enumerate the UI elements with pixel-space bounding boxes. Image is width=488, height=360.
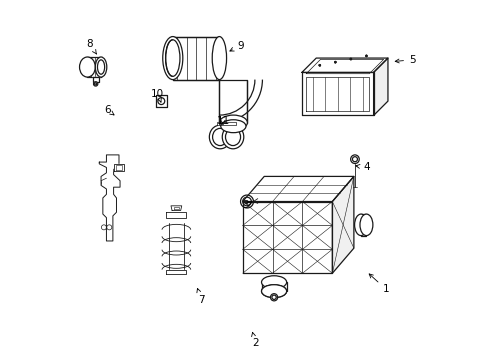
Ellipse shape [221,120,245,133]
Polygon shape [373,58,387,116]
Text: 7: 7 [197,288,204,305]
Text: 10: 10 [151,89,164,102]
Polygon shape [242,202,332,273]
Text: 9: 9 [229,41,244,51]
Ellipse shape [354,214,367,235]
Text: 8: 8 [86,39,96,54]
Ellipse shape [163,37,183,80]
Circle shape [365,55,367,57]
Text: 1: 1 [368,274,388,294]
Polygon shape [87,57,101,77]
Polygon shape [166,270,186,274]
Ellipse shape [209,125,230,149]
Polygon shape [242,176,353,202]
Ellipse shape [261,285,286,298]
Text: 3: 3 [242,200,251,210]
Polygon shape [171,206,182,211]
Text: 11: 11 [216,116,229,126]
Polygon shape [332,176,353,273]
Ellipse shape [219,115,247,130]
Circle shape [350,155,359,163]
Ellipse shape [165,40,180,76]
Circle shape [93,82,98,86]
Ellipse shape [80,57,95,77]
Circle shape [318,64,320,66]
Text: 4: 4 [355,162,369,172]
Polygon shape [166,212,186,218]
Ellipse shape [222,125,244,149]
Circle shape [318,64,320,66]
Polygon shape [93,77,99,82]
Ellipse shape [212,37,226,80]
Polygon shape [301,72,373,116]
Circle shape [270,294,277,301]
Ellipse shape [261,285,286,298]
Ellipse shape [212,129,227,145]
Ellipse shape [359,214,372,235]
Text: 5: 5 [394,55,415,65]
Polygon shape [219,80,247,123]
Polygon shape [99,155,120,241]
Ellipse shape [95,57,106,77]
Circle shape [334,61,336,63]
Ellipse shape [261,276,286,289]
Circle shape [365,55,367,57]
Ellipse shape [225,129,240,145]
Circle shape [349,58,351,60]
Polygon shape [217,122,236,125]
Circle shape [334,61,336,63]
Text: 6: 6 [104,105,114,115]
Polygon shape [113,164,124,171]
Text: 2: 2 [251,332,258,348]
Circle shape [349,58,351,60]
Polygon shape [301,58,387,72]
Polygon shape [155,95,167,107]
Polygon shape [172,37,219,80]
